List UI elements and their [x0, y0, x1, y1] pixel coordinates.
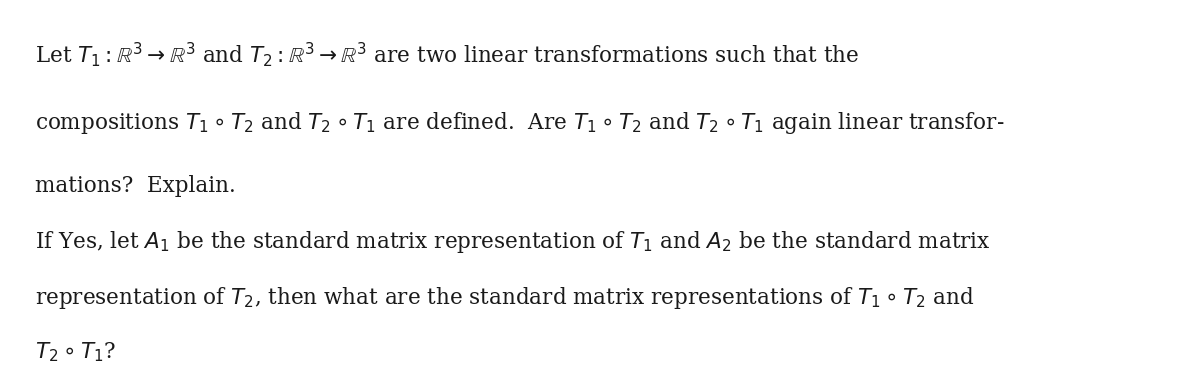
Text: compositions $T_1 \circ T_2$ and $T_2 \circ T_1$ are defined.  Are $T_1 \circ T_: compositions $T_1 \circ T_2$ and $T_2 \c… [35, 110, 1004, 136]
Text: If Yes, let $A_1$ be the standard matrix representation of $T_1$ and $A_2$ be th: If Yes, let $A_1$ be the standard matrix… [35, 229, 990, 255]
Text: $T_2 \circ T_1$?: $T_2 \circ T_1$? [35, 340, 115, 364]
Text: representation of $T_2$, then what are the standard matrix representations of $T: representation of $T_2$, then what are t… [35, 285, 974, 311]
Text: Let $T_1 : \mathbb{R}^3 \rightarrow \mathbb{R}^3$ and $T_2 : \mathbb{R}^3 \right: Let $T_1 : \mathbb{R}^3 \rightarrow \mat… [35, 40, 859, 69]
Text: mations?  Explain.: mations? Explain. [35, 175, 235, 197]
